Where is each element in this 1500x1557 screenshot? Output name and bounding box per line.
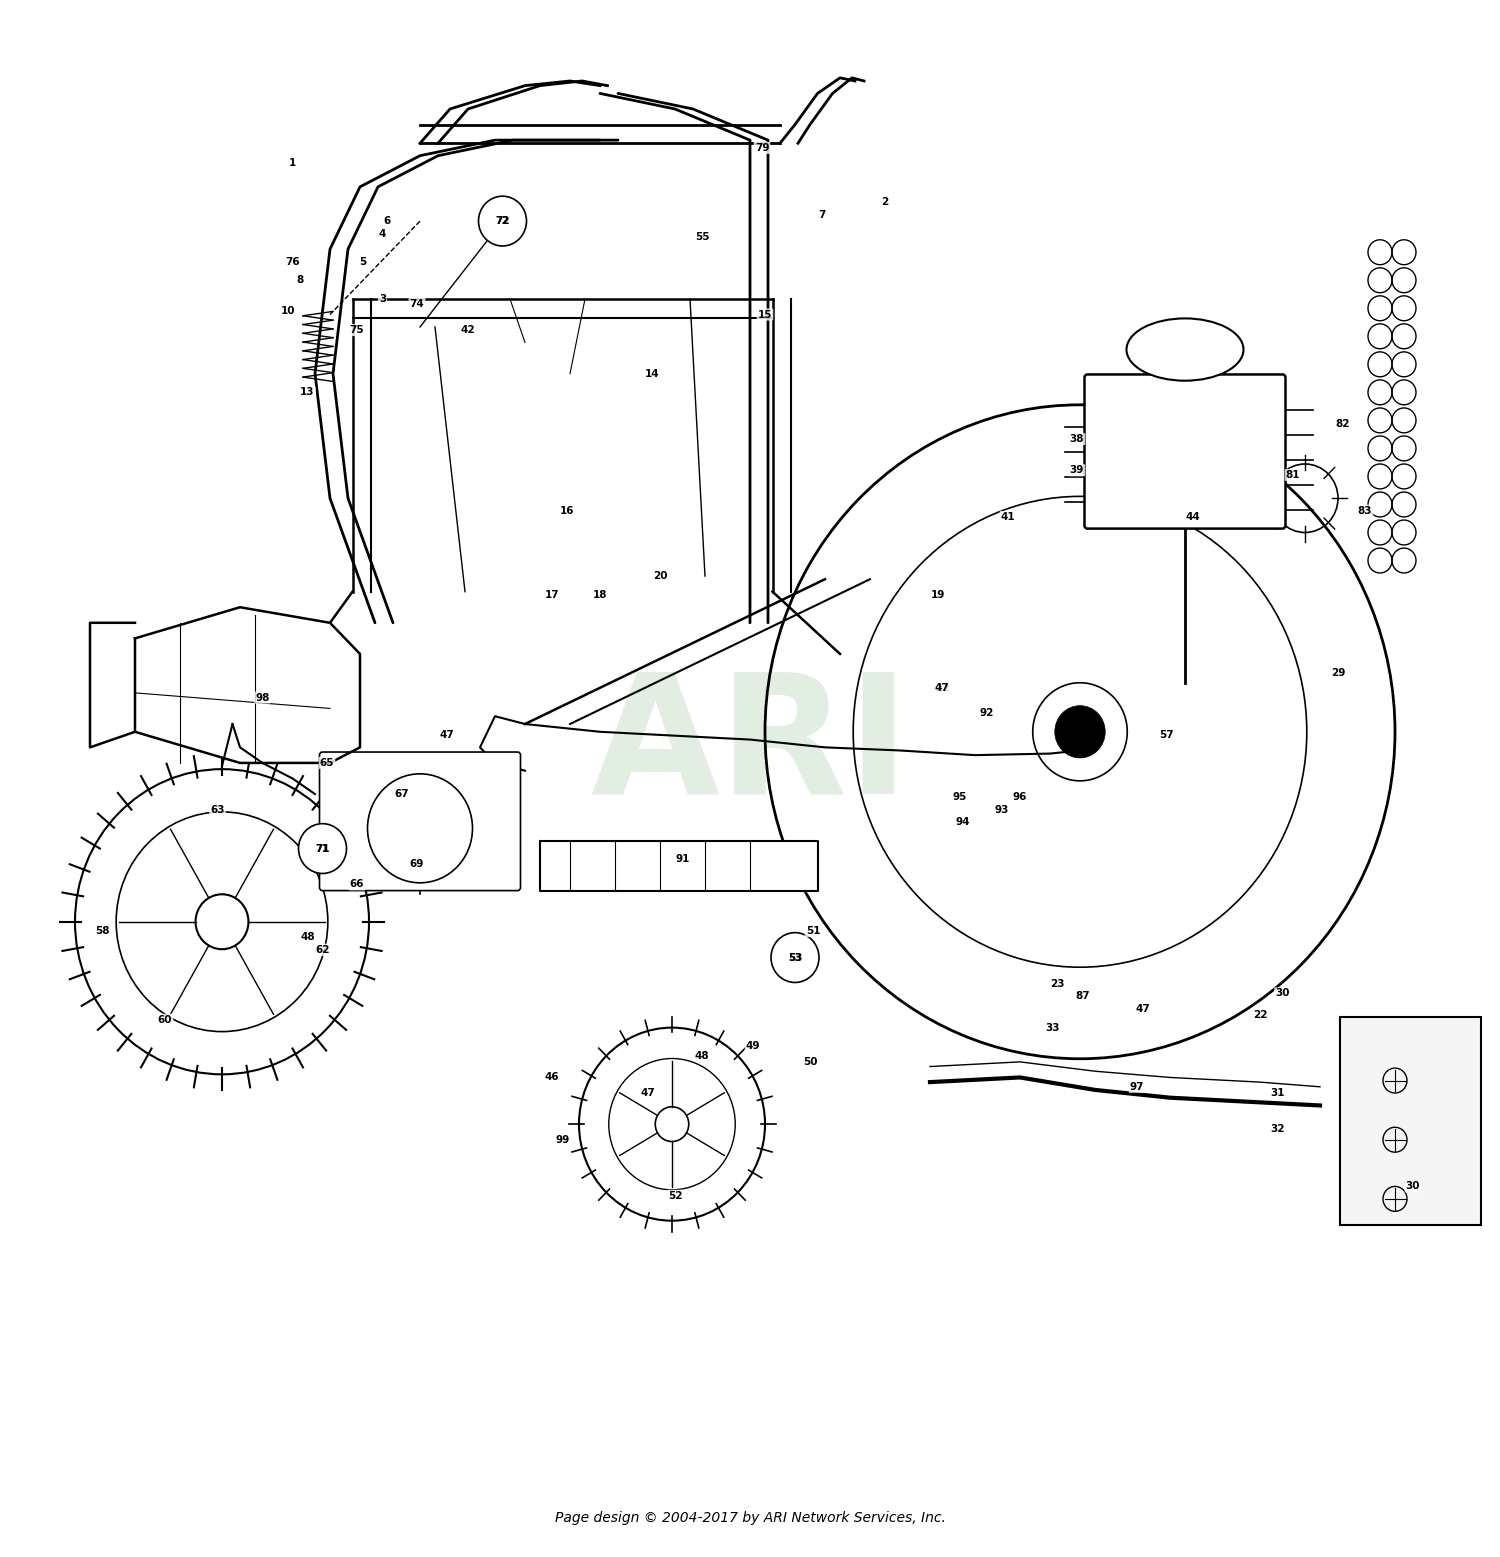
Text: 47: 47 [934,684,950,693]
Text: 50: 50 [802,1057,818,1067]
Text: 49: 49 [746,1042,760,1051]
Text: 19: 19 [930,590,945,599]
Text: 1: 1 [290,159,296,168]
Text: 92: 92 [980,708,994,718]
Text: 71: 71 [315,844,330,853]
Text: 38: 38 [1070,434,1084,444]
Text: 48: 48 [300,933,315,942]
Text: 15: 15 [758,310,772,319]
Text: 57: 57 [1160,730,1174,740]
Circle shape [1054,705,1106,758]
Text: 55: 55 [694,232,709,241]
Text: 74: 74 [410,299,424,308]
Text: 79: 79 [754,143,770,153]
Polygon shape [135,607,360,763]
Text: 14: 14 [645,369,660,378]
Text: 95: 95 [952,793,968,802]
Text: 31: 31 [1270,1088,1286,1098]
Text: 99: 99 [555,1135,570,1144]
Text: 66: 66 [350,880,364,889]
Text: 47: 47 [440,730,454,740]
Text: 16: 16 [560,506,574,515]
Text: 5: 5 [360,257,366,266]
Circle shape [478,196,526,246]
Text: 97: 97 [1130,1082,1144,1091]
Text: 20: 20 [652,571,668,581]
Text: 53: 53 [788,953,802,962]
FancyBboxPatch shape [1340,1017,1480,1225]
Text: 47: 47 [640,1088,656,1098]
Text: 8: 8 [297,276,303,285]
Text: 93: 93 [994,805,1010,814]
Text: ARI: ARI [591,666,909,828]
Text: 18: 18 [592,590,608,599]
Circle shape [298,824,346,873]
FancyBboxPatch shape [1084,375,1286,529]
Text: 46: 46 [544,1073,560,1082]
Text: 72: 72 [495,216,510,226]
Text: 94: 94 [956,817,970,827]
Text: 58: 58 [94,926,110,936]
Text: 2: 2 [882,198,888,207]
Text: 30: 30 [1275,989,1290,998]
Text: 81: 81 [1286,470,1300,480]
Text: 10: 10 [280,307,296,316]
Text: 60: 60 [158,1015,172,1025]
Text: 96: 96 [1013,793,1028,802]
Text: 30: 30 [1406,1182,1420,1191]
Text: 42: 42 [460,325,476,335]
Text: 65: 65 [320,758,334,768]
Text: 69: 69 [410,859,424,869]
Text: 4: 4 [380,229,386,238]
Text: Page design © 2004-2017 by ARI Network Services, Inc.: Page design © 2004-2017 by ARI Network S… [555,1512,945,1524]
Text: 83: 83 [1358,506,1372,515]
FancyBboxPatch shape [320,752,520,891]
Text: 52: 52 [668,1191,682,1200]
Text: 23: 23 [1050,979,1065,989]
Text: 32: 32 [1270,1124,1286,1133]
Text: 62: 62 [315,945,330,954]
Text: 22: 22 [934,684,950,693]
Text: 48: 48 [694,1051,709,1060]
Text: 71: 71 [315,844,330,853]
Text: 41: 41 [1000,512,1016,522]
Text: 53: 53 [789,953,801,962]
Text: 44: 44 [1185,512,1200,522]
Text: 82: 82 [1335,419,1350,428]
Ellipse shape [1126,319,1244,381]
Text: 47: 47 [1136,1004,1150,1014]
Text: 22: 22 [1252,1010,1268,1020]
Text: 72: 72 [495,216,510,226]
Polygon shape [90,623,135,747]
Text: 6: 6 [384,216,390,226]
Text: 51: 51 [806,926,820,936]
Text: 13: 13 [300,388,315,397]
Text: 29: 29 [1330,668,1346,677]
Text: 33: 33 [1046,1023,1060,1032]
Text: 75: 75 [350,325,364,335]
Text: 17: 17 [544,590,560,599]
Text: 91: 91 [675,855,690,864]
Text: 76: 76 [285,257,300,266]
Text: 98: 98 [255,693,270,702]
Text: 63: 63 [210,805,225,814]
Text: 7: 7 [819,210,825,220]
Polygon shape [540,841,818,891]
Text: 39: 39 [1070,466,1084,475]
Text: 87: 87 [1076,992,1090,1001]
Text: 67: 67 [394,789,410,799]
Circle shape [771,933,819,982]
Text: 3: 3 [380,294,386,304]
